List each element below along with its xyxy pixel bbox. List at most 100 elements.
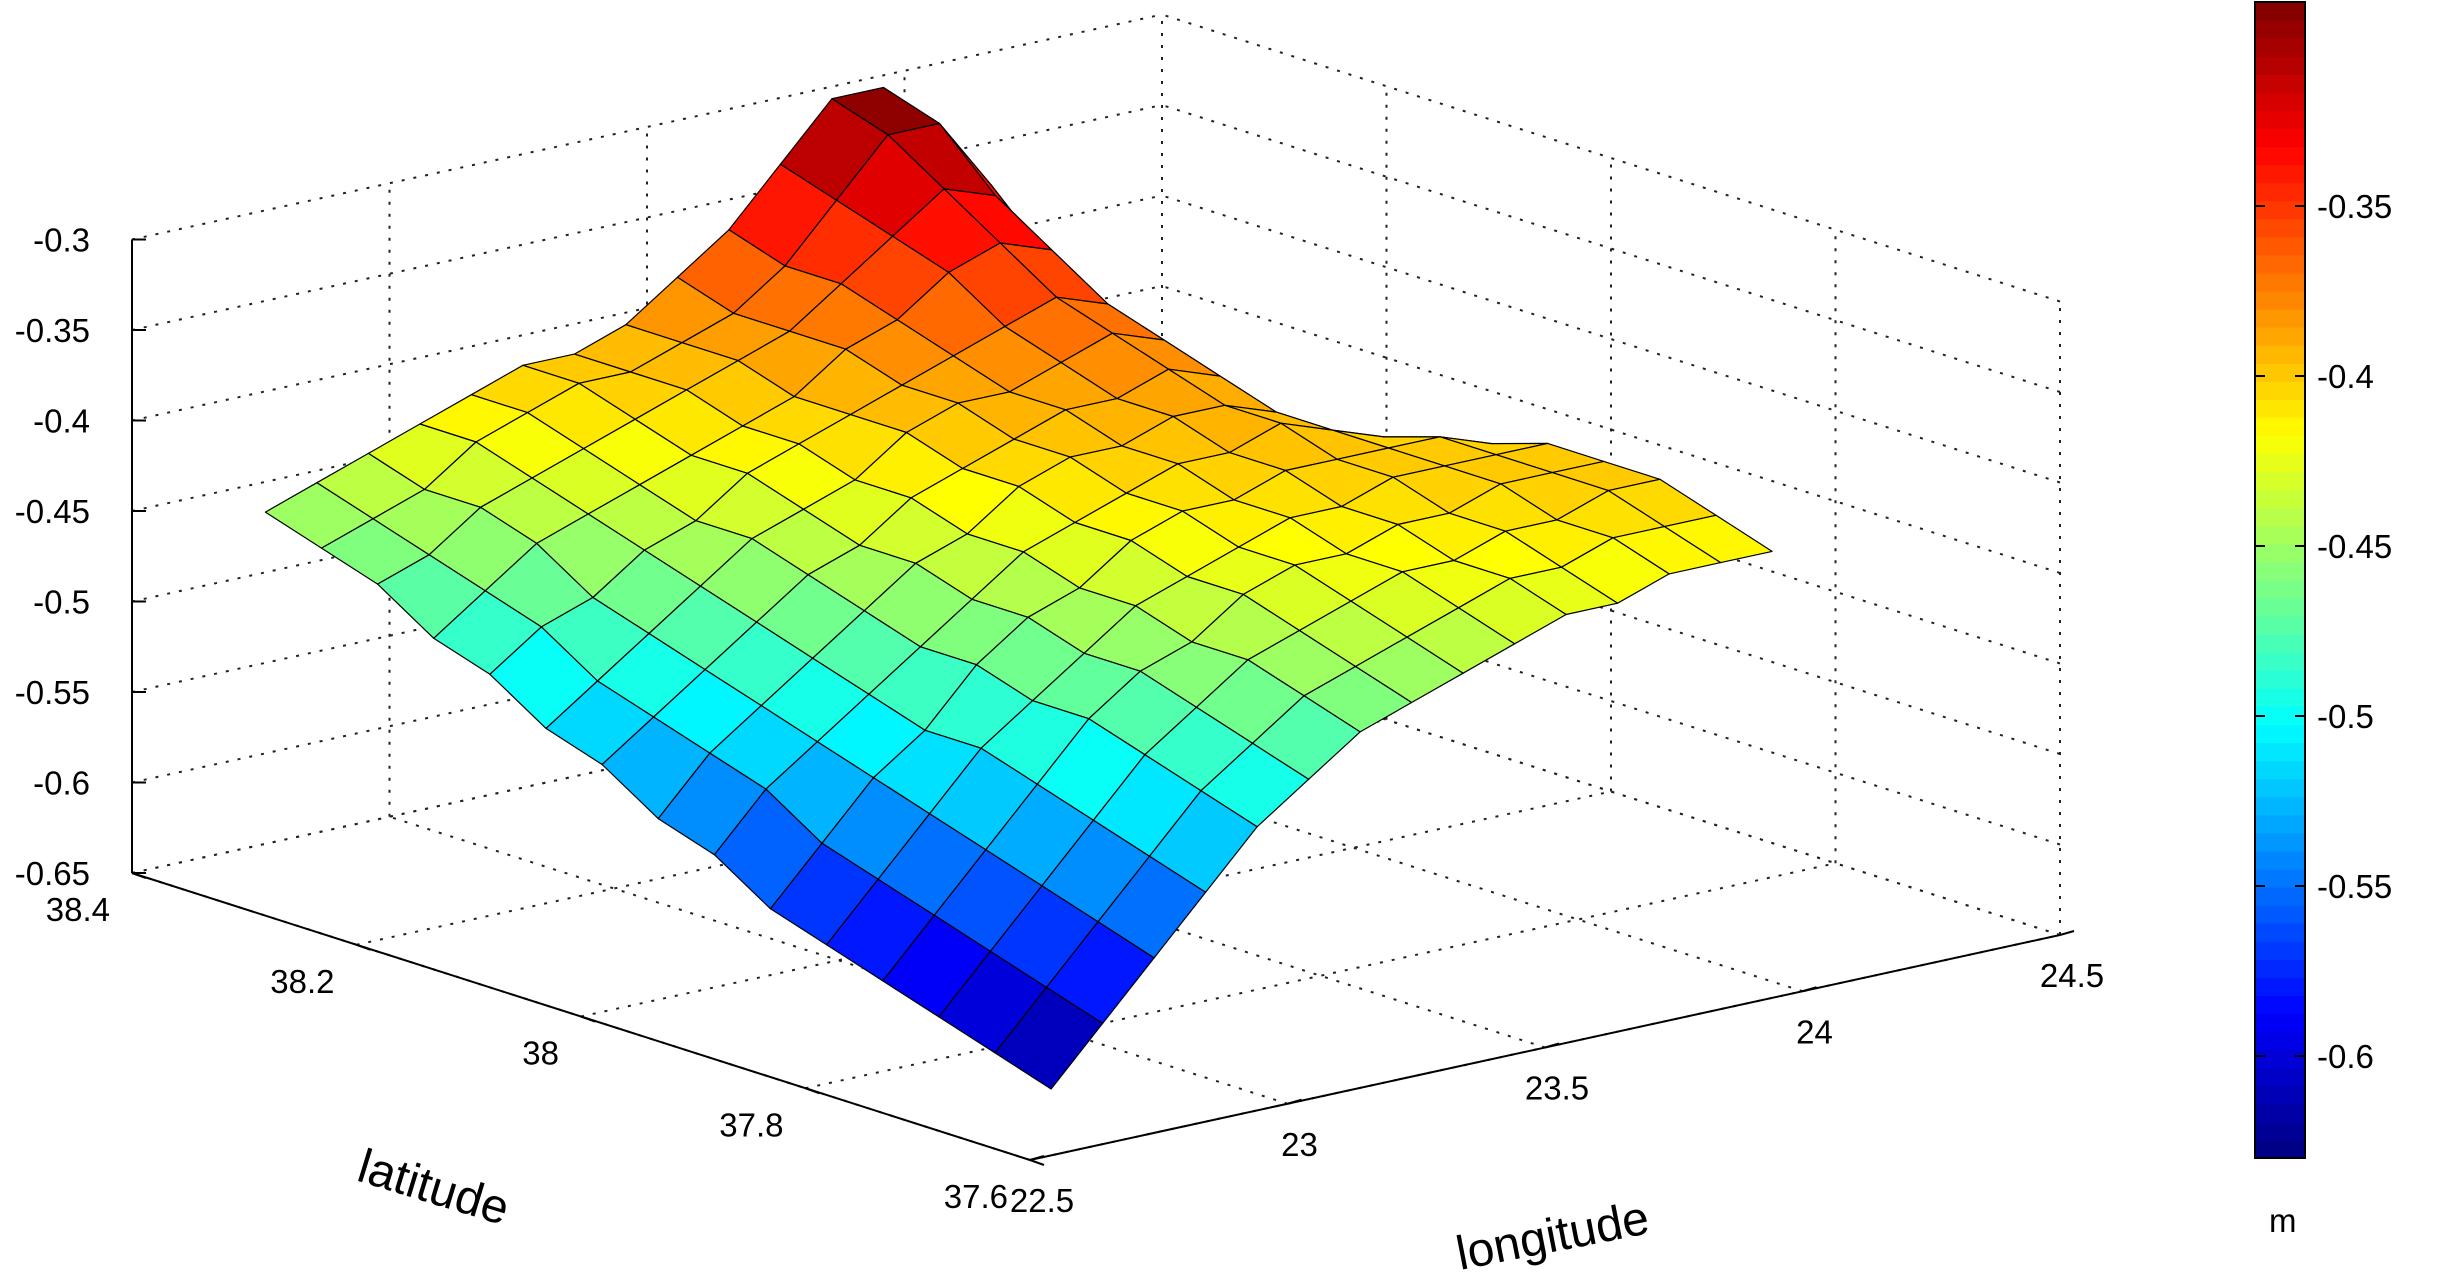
z-tick-label: -0.55 [15, 674, 90, 711]
colorbar-tick-label: -0.35 [2317, 188, 2392, 225]
tick-labels: 22.5 23 23.5 24 24.5 37.6 37.8 38 38.2 38.4-0.65 -… [15, 222, 2104, 1220]
y-tick-mark [356, 943, 371, 951]
side-wall-grid-line [1161, 466, 2061, 755]
z-tick-label: -0.3 [33, 222, 90, 259]
colorbar-segment [2255, 345, 2305, 364]
x-tick-label: 24.5 [2040, 957, 2104, 994]
colorbar-segment [2255, 814, 2305, 834]
surface-patch [994, 986, 1104, 1090]
colorbar-segment [2255, 688, 2305, 708]
colorbar-segment [2255, 905, 2305, 924]
floor-grid-line [646, 759, 1546, 1049]
colorbar-segment [2255, 92, 2305, 111]
x-tick-mark [1287, 1098, 1302, 1105]
colorbar-unit-label: m [2269, 1202, 2297, 1239]
colorbar-tick-label: -0.55 [2317, 868, 2392, 905]
colorbar-segment [2255, 652, 2305, 671]
colorbar-segment [2255, 399, 2305, 419]
x-tick-label: 23 [1281, 1126, 1318, 1163]
colorbar-segment [2255, 1103, 2305, 1123]
colorbar-segment [2255, 56, 2305, 75]
y-tick-label: 37.6 [944, 1178, 1008, 1215]
side-wall-grid-line [1161, 194, 2061, 484]
colorbar-segment [2255, 20, 2305, 39]
floor-grid-line [904, 703, 1803, 993]
z-tick-label: -0.5 [33, 584, 90, 621]
colorbar-segment [2255, 1031, 2305, 1051]
colorbar-tick-label: -0.6 [2317, 1038, 2374, 1075]
colorbar-segment [2255, 363, 2305, 382]
colorbar-segment [2255, 74, 2305, 93]
colorbar-segment [2255, 760, 2305, 780]
colorbar-segment [2255, 182, 2305, 202]
colorbar-segment [2255, 1121, 2305, 1141]
colorbar-segment [2255, 832, 2305, 852]
y-tick-mark [1029, 1159, 1045, 1166]
y-tick-label: 38 [522, 1035, 559, 1072]
colorbar-segment [2255, 959, 2305, 978]
x-tick-label: 24 [1796, 1013, 1833, 1050]
surface-mesh [264, 86, 1773, 1090]
y-tick-mark [580, 1015, 596, 1023]
colorbar-segment [2255, 309, 2305, 328]
colorbar-segment [2255, 869, 2305, 888]
colorbar-segment [2255, 38, 2305, 57]
colorbar-segment [2255, 742, 2305, 762]
colorbar-segment [2255, 634, 2305, 653]
x-tick-mark [2059, 930, 2075, 936]
colorbar-segment [2255, 598, 2305, 617]
colorbar-segment [2255, 580, 2305, 599]
colorbar-segment [2255, 291, 2305, 310]
colorbar-segment [2255, 850, 2305, 870]
colorbar-segment [2255, 2, 2305, 21]
colorbar-segment [2255, 453, 2305, 473]
colorbar-segment [2255, 146, 2305, 166]
side-wall-grid-line [1161, 375, 2061, 665]
colorbar-segment [2255, 923, 2305, 942]
colorbar-segment [2255, 796, 2305, 816]
colorbar-segment [2255, 525, 2305, 545]
colorbar-segment [2255, 887, 2305, 906]
side-wall-grid-line [1161, 285, 2061, 574]
side-wall-grid-line [1161, 556, 2061, 846]
x-tick-mark [1544, 1042, 1560, 1049]
colorbar-segment [2255, 471, 2305, 491]
z-tick-label: -0.45 [15, 493, 90, 530]
colorbar-segment [2255, 1085, 2305, 1105]
z-tick-label: -0.35 [15, 312, 90, 349]
colorbar-segment [2255, 381, 2305, 400]
y-tick-label: 38.2 [270, 963, 334, 1000]
colorbar-segment [2255, 218, 2305, 238]
x-tick-label: 23.5 [1525, 1070, 1589, 1107]
colorbar-segment [2255, 561, 2305, 581]
y-tick-label: 37.8 [719, 1106, 783, 1143]
z-tick-label: -0.6 [33, 765, 90, 802]
colorbar-segment [2255, 616, 2305, 635]
side-wall-grid-line [1161, 104, 2061, 393]
colorbar-segment [2255, 110, 2305, 130]
back-wall-grid-line [131, 13, 1163, 241]
colorbar-segment [2255, 327, 2305, 346]
back-wall-grid-line [131, 104, 1163, 331]
x-axis-title: longitude [1452, 1192, 1653, 1281]
colorbar-segment [2255, 435, 2305, 455]
colorbar: -0.6 -0.55 -0.5 -0.45 -0.4 -0.35 [2254, 1, 2392, 1159]
side-wall-grid-line [1161, 13, 2061, 303]
floor-grid-line [805, 862, 1836, 1090]
colorbar-tick-label: -0.5 [2317, 698, 2374, 735]
colorbar-segment [2255, 706, 2305, 726]
colorbar-segment [2255, 200, 2305, 220]
x-tick-label: 22.5 [1010, 1182, 1074, 1219]
z-tick-label: -0.65 [15, 855, 90, 892]
floor-grid-line [389, 815, 1288, 1105]
colorbar-segment [2255, 254, 2305, 274]
colorbar-tick-label: -0.4 [2317, 358, 2374, 395]
colorbar-segment [2255, 995, 2305, 1015]
colorbar-segment [2255, 1013, 2305, 1033]
colorbar-segment [2255, 670, 2305, 689]
colorbar-segment [2255, 489, 2305, 509]
colorbar-segment [2255, 507, 2305, 527]
colorbar-tick-label: -0.45 [2317, 528, 2392, 565]
